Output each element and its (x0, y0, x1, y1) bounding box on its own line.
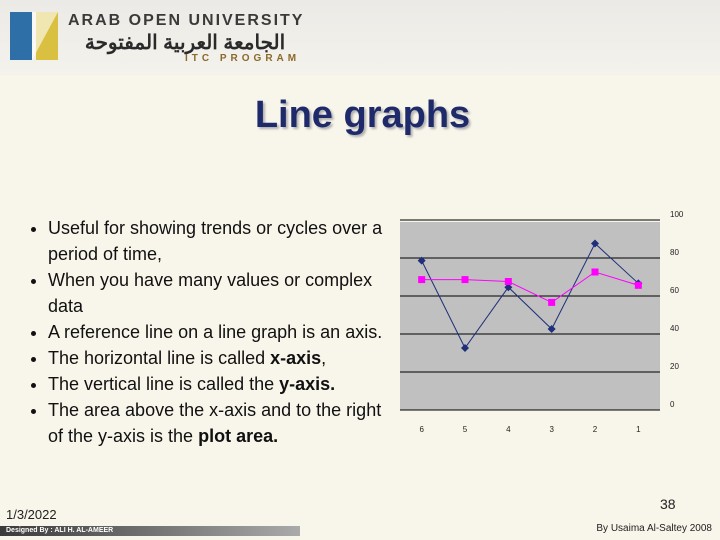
x-tick-label: 5 (463, 425, 468, 434)
bullet-text: The area above the x-axis and to the rig… (48, 400, 382, 446)
data-point (548, 298, 556, 306)
bullet: The horizontal line is called x-axis, (48, 345, 393, 371)
university: ARAB OPEN UNIVERSITY (68, 12, 305, 29)
bullet: Useful for showing trends or cycles over… (48, 215, 393, 267)
bullet-list: Useful for showing trends or cycles over… (20, 215, 393, 449)
y-tick-label: 60 (670, 286, 679, 295)
designer: Designed By : ALI H. AL-AMEER (6, 527, 114, 534)
series-line (421, 271, 639, 303)
bullet-text: The horizontal line is called (48, 348, 271, 368)
bullet-text: plot area. (198, 426, 279, 446)
bullet-text: x-axis (270, 348, 322, 368)
bullet-text: , (321, 348, 327, 368)
x-tick-label: 4 (506, 425, 511, 434)
bullet: When you have many values or complex dat… (48, 267, 393, 319)
page-number: 38 (660, 496, 676, 512)
data-point (461, 276, 469, 284)
y-tick-label: 0 (670, 400, 675, 409)
author: By Usaima Al-Saltey 2008 (596, 523, 712, 534)
slide-title: Line graphs (254, 94, 471, 136)
bullet-text: Useful for showing trends or cycles over… (48, 218, 383, 264)
x-tick-label: 1 (636, 425, 641, 434)
data-point (591, 268, 599, 276)
data-point (504, 278, 512, 285)
x-tick-label: 3 (549, 425, 554, 434)
data-point (418, 276, 426, 284)
header: ARAB OPEN UNIVERSITY الجامعة العربية الم… (0, 0, 720, 75)
data-point (591, 239, 599, 248)
series-line (421, 242, 639, 349)
footer-bar (0, 526, 300, 536)
program: ITC PROGRAM (185, 53, 301, 64)
bullet: The vertical line is called the y-axis. (48, 371, 393, 397)
university-arabic: الجامعة العربية المفتوحة (84, 32, 286, 54)
y-tick-label: 80 (670, 248, 679, 257)
y-tick-label: 100 (670, 210, 684, 219)
x-tick-label: 6 (419, 425, 424, 434)
data-point (417, 256, 426, 265)
logo (10, 12, 58, 60)
bullet-text: y-axis. (279, 374, 336, 394)
x-tick-label: 2 (593, 425, 598, 434)
bullet-text: The vertical line is called the (48, 374, 280, 394)
y-tick-label: 40 (670, 324, 679, 333)
bullet: A reference line on a line graph is an a… (48, 319, 393, 345)
data-point (504, 283, 513, 292)
date: 1/3/2022 (6, 507, 57, 522)
plot-area (400, 222, 660, 410)
bullet-text: A reference line on a line graph is an a… (48, 322, 383, 342)
data-point (461, 344, 469, 352)
bullet: The area above the x-axis and to the rig… (48, 397, 393, 449)
bullet-text: When you have many values or complex dat… (48, 270, 373, 316)
y-tick-label: 20 (670, 362, 679, 371)
data-point (634, 281, 642, 289)
data-point (547, 325, 556, 333)
